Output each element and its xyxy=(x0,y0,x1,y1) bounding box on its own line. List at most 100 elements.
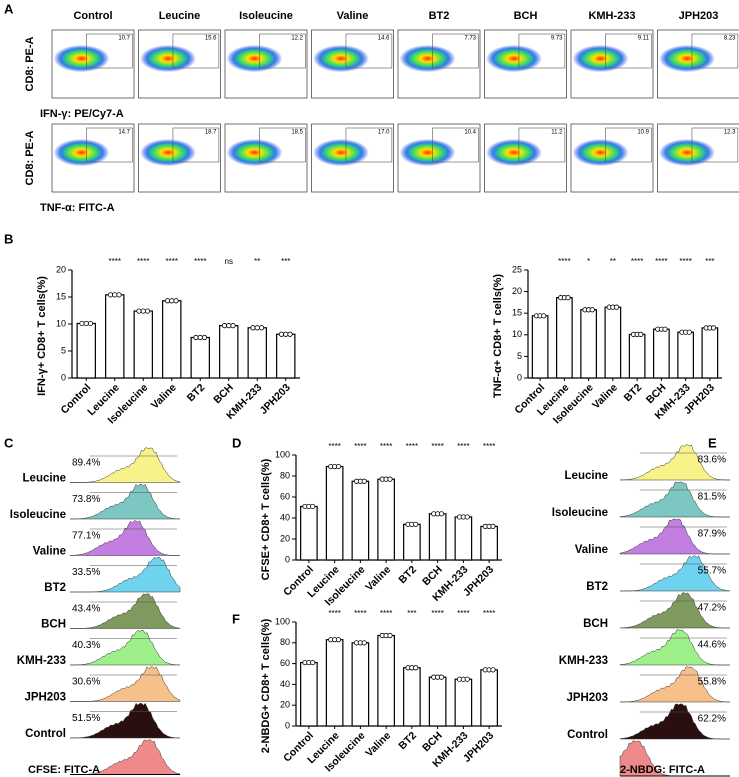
sample-label: KMH-233 xyxy=(559,655,608,667)
bar xyxy=(604,306,622,379)
sample-label: BT2 xyxy=(586,581,608,593)
significance-label: ** xyxy=(610,257,616,266)
flow-density xyxy=(399,138,456,167)
gate xyxy=(691,127,739,163)
replicate-dot xyxy=(112,292,118,298)
replicate-dot xyxy=(361,478,367,484)
gate xyxy=(605,33,652,69)
gate-value: 18.7 xyxy=(205,130,217,136)
histogram xyxy=(619,518,730,555)
y-axis-label: CD8: PE-A xyxy=(24,130,36,185)
replicate-dot xyxy=(164,298,171,304)
x-tick-label: BCH xyxy=(211,382,236,407)
sample-label: Isoleucine xyxy=(552,507,608,519)
significance-label: **** xyxy=(194,257,206,266)
gate-value: 14.6 xyxy=(378,36,390,42)
y-tick-label: 0 xyxy=(61,372,66,382)
flow-density xyxy=(53,138,110,167)
y-tick-label: 0 xyxy=(517,372,522,382)
flow-density xyxy=(659,44,715,73)
sample-label: Isoleucine xyxy=(10,509,66,521)
bar xyxy=(300,505,318,561)
y-tick-label: 100 xyxy=(275,616,290,626)
bar xyxy=(628,333,646,379)
percent-label: 55.8% xyxy=(698,677,726,688)
replicate-dot xyxy=(438,674,445,680)
bar xyxy=(377,478,395,561)
replicate-dot xyxy=(387,632,393,639)
replicate-dot xyxy=(144,308,151,314)
histogram xyxy=(619,592,731,629)
flow-density xyxy=(659,138,715,167)
bar xyxy=(580,309,597,379)
replicate-dot xyxy=(413,665,419,671)
replicate-dot xyxy=(107,292,114,298)
y-tick-label: 80 xyxy=(280,637,290,647)
y-tick-label: 100 xyxy=(275,449,290,459)
y-tick-label: 60 xyxy=(280,658,290,668)
gate xyxy=(259,33,306,69)
column-label: JPH203 xyxy=(679,10,719,22)
replicate-dot xyxy=(387,476,393,482)
percent-label: 83.6% xyxy=(698,455,726,466)
percent-label: 81.5% xyxy=(698,492,726,503)
bar xyxy=(403,523,421,561)
significance-label: * xyxy=(587,257,590,266)
gate-value: 12.3 xyxy=(724,130,736,136)
replicate-dot xyxy=(169,298,175,304)
panel-label: C xyxy=(4,435,14,450)
flow-density xyxy=(53,44,110,73)
significance-label: **** xyxy=(328,442,340,451)
significance-label: **** xyxy=(631,257,643,266)
replicate-dot xyxy=(710,325,717,331)
percent-label: 43.4% xyxy=(72,604,100,615)
histogram xyxy=(619,555,731,592)
y-axis-label: TNF-α+ CD8+ T cells(%) xyxy=(492,274,504,398)
percent-label: 73.8% xyxy=(72,494,100,505)
gate-value: 9.11 xyxy=(638,36,650,42)
bar xyxy=(190,336,210,379)
bar xyxy=(653,328,670,379)
y-tick-label: 80 xyxy=(280,470,290,480)
percent-label: 47.2% xyxy=(698,603,726,614)
gate xyxy=(345,33,393,69)
sample-label: Leucine xyxy=(565,470,608,482)
x-tick-label: BT2 xyxy=(396,563,419,586)
replicate-dot xyxy=(197,334,203,341)
flow-density xyxy=(572,44,629,73)
y-tick-label: 5 xyxy=(517,351,522,361)
x-axis-label: IFN-γ: PE/Cy7-A xyxy=(40,108,124,120)
y-tick-label: 0 xyxy=(285,720,290,730)
x-tick-label: JPH203 xyxy=(258,381,293,416)
replicate-dot xyxy=(662,326,668,332)
replicate-dot xyxy=(83,320,89,327)
bar xyxy=(701,327,719,379)
gate-value: 17.0 xyxy=(378,130,390,136)
flow-density xyxy=(572,138,629,167)
significance-label: **** xyxy=(457,609,469,618)
bar xyxy=(76,322,96,379)
histogram xyxy=(69,483,181,520)
bar xyxy=(219,325,239,379)
column-label: BCH xyxy=(514,10,538,22)
replicate-dot xyxy=(589,307,595,313)
flow-density xyxy=(313,138,369,167)
histogram xyxy=(69,593,181,629)
flow-density xyxy=(313,44,369,73)
gate xyxy=(259,127,306,163)
gate xyxy=(432,33,479,69)
y-tick-label: 5 xyxy=(61,345,66,355)
replicate-dot xyxy=(638,331,644,337)
flow-density xyxy=(486,44,542,73)
x-axis-label: CFSE: FITC-A xyxy=(28,764,100,776)
replicate-dot xyxy=(116,292,122,298)
percent-label: 30.6% xyxy=(72,677,100,688)
significance-label: ns xyxy=(225,257,233,266)
gate xyxy=(86,127,133,163)
histogram xyxy=(619,703,731,740)
column-label: KMH-233 xyxy=(588,10,635,22)
significance-label: **** xyxy=(109,257,121,266)
percent-label: 77.1% xyxy=(72,531,100,542)
panel-label: E xyxy=(708,435,717,450)
replicate-dot xyxy=(310,659,316,666)
